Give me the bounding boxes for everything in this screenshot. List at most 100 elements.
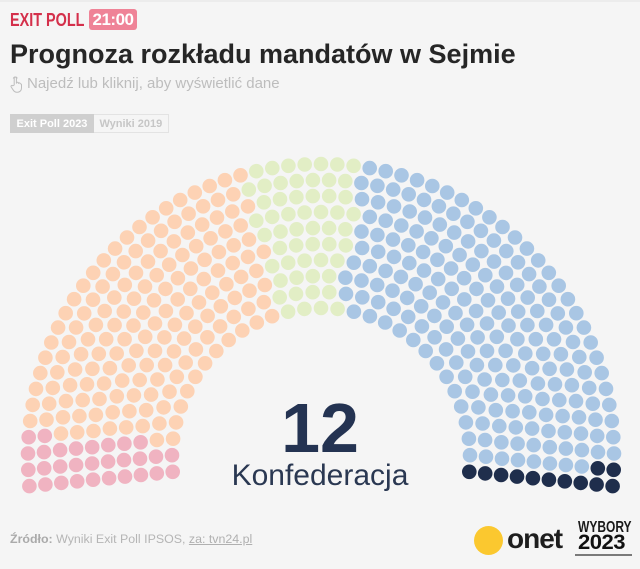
seat[interactable] xyxy=(109,346,124,361)
seat[interactable] xyxy=(241,301,256,317)
seat[interactable] xyxy=(557,474,573,489)
seat[interactable] xyxy=(126,388,142,403)
seat[interactable] xyxy=(494,451,510,467)
seat[interactable] xyxy=(280,255,296,270)
seat[interactable] xyxy=(210,192,226,208)
seat[interactable] xyxy=(402,204,418,219)
seat[interactable] xyxy=(493,467,509,483)
seat[interactable] xyxy=(50,365,65,380)
seat[interactable] xyxy=(210,263,226,278)
seat[interactable] xyxy=(505,403,520,419)
seat[interactable] xyxy=(305,284,321,300)
seat[interactable] xyxy=(559,362,575,377)
seat[interactable] xyxy=(132,451,148,467)
seat[interactable] xyxy=(602,397,617,413)
seat[interactable] xyxy=(226,238,241,253)
seat[interactable] xyxy=(209,210,225,225)
seat[interactable] xyxy=(297,301,312,317)
seat[interactable] xyxy=(541,265,557,281)
seat[interactable] xyxy=(197,356,213,371)
seat[interactable] xyxy=(200,330,215,345)
seat[interactable] xyxy=(180,383,195,399)
seat[interactable] xyxy=(153,223,169,239)
seat[interactable] xyxy=(169,369,185,385)
seat[interactable] xyxy=(101,470,117,486)
seat[interactable] xyxy=(257,277,273,293)
seat[interactable] xyxy=(547,377,563,392)
seat[interactable] xyxy=(406,332,421,348)
seat[interactable] xyxy=(512,373,528,388)
seat[interactable] xyxy=(453,399,469,414)
seat[interactable] xyxy=(409,172,425,188)
seat[interactable] xyxy=(167,214,182,230)
seat[interactable] xyxy=(235,323,250,338)
seat[interactable] xyxy=(248,213,264,228)
seat[interactable] xyxy=(541,292,557,308)
seat[interactable] xyxy=(553,346,569,362)
seat[interactable] xyxy=(126,318,141,333)
seat[interactable] xyxy=(488,357,503,373)
seat[interactable] xyxy=(427,308,442,324)
seat[interactable] xyxy=(212,319,228,334)
seat[interactable] xyxy=(479,316,495,331)
seat[interactable] xyxy=(109,389,125,404)
seat[interactable] xyxy=(541,472,557,488)
seat[interactable] xyxy=(170,292,185,307)
seat[interactable] xyxy=(506,358,521,373)
seat[interactable] xyxy=(477,372,492,387)
seat[interactable] xyxy=(530,376,546,391)
seat[interactable] xyxy=(98,331,114,347)
seat[interactable] xyxy=(589,350,604,366)
seat[interactable] xyxy=(393,269,409,285)
seat[interactable] xyxy=(233,218,248,233)
seat[interactable] xyxy=(330,301,345,317)
seat[interactable] xyxy=(370,227,385,243)
seat[interactable] xyxy=(518,346,533,361)
seat[interactable] xyxy=(165,431,181,447)
seat[interactable] xyxy=(435,295,451,310)
seat[interactable] xyxy=(213,299,229,314)
seat[interactable] xyxy=(557,425,573,440)
seat[interactable] xyxy=(338,270,353,286)
seat[interactable] xyxy=(510,331,525,347)
seat[interactable] xyxy=(68,457,84,473)
seat[interactable] xyxy=(560,291,576,307)
seat[interactable] xyxy=(58,305,73,321)
seat[interactable] xyxy=(188,319,203,335)
seat[interactable] xyxy=(147,316,163,331)
seat[interactable] xyxy=(116,452,132,468)
seat[interactable] xyxy=(346,255,362,270)
seat[interactable] xyxy=(305,188,321,204)
seat[interactable] xyxy=(136,305,151,320)
seat[interactable] xyxy=(39,412,54,428)
seat[interactable] xyxy=(164,447,180,463)
seat[interactable] xyxy=(581,380,597,396)
seat[interactable] xyxy=(498,265,514,281)
seat[interactable] xyxy=(188,238,204,254)
seat[interactable] xyxy=(425,178,440,194)
seat[interactable] xyxy=(143,387,159,402)
seat[interactable] xyxy=(165,464,180,480)
seat[interactable] xyxy=(107,290,122,305)
seat[interactable] xyxy=(590,444,606,460)
seat[interactable] xyxy=(494,435,509,450)
seat[interactable] xyxy=(338,189,353,205)
seat[interactable] xyxy=(211,244,227,260)
seat[interactable] xyxy=(84,456,100,471)
seat[interactable] xyxy=(394,168,409,183)
seat[interactable] xyxy=(471,400,486,415)
seat[interactable] xyxy=(179,305,194,321)
seat[interactable] xyxy=(386,199,402,214)
seat[interactable] xyxy=(378,163,394,179)
seat[interactable] xyxy=(183,281,198,297)
seat[interactable] xyxy=(188,369,203,385)
seat[interactable] xyxy=(321,220,337,236)
seat[interactable] xyxy=(257,178,272,194)
seat[interactable] xyxy=(362,209,378,225)
seat[interactable] xyxy=(288,286,304,302)
seat[interactable] xyxy=(370,294,386,310)
seat[interactable] xyxy=(281,206,296,222)
seat[interactable] xyxy=(401,238,416,253)
seat[interactable] xyxy=(86,423,101,439)
seat[interactable] xyxy=(606,429,621,445)
